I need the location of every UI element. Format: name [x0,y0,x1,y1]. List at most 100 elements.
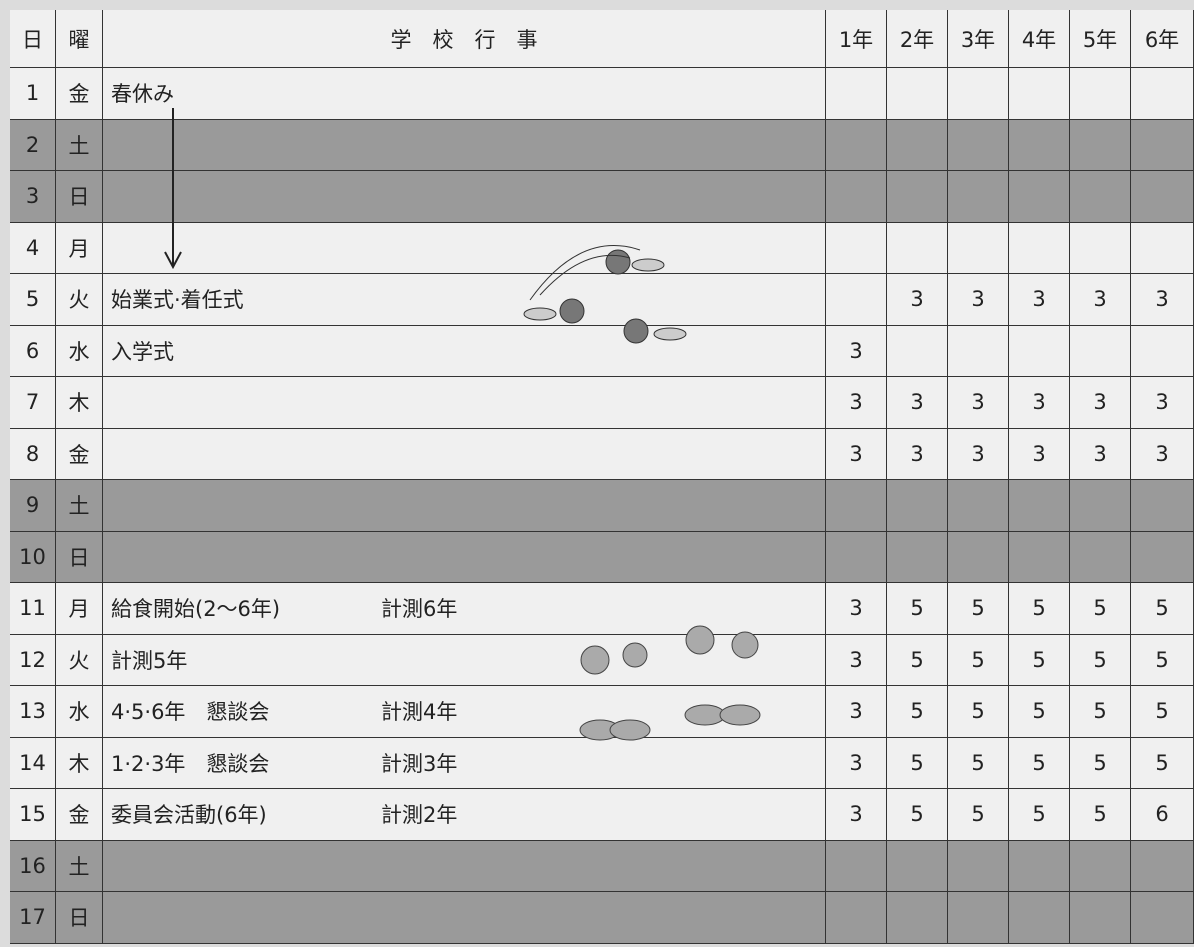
arrow-head [164,251,182,270]
grade-cell: 3 [1131,377,1194,429]
event-cell [103,377,826,429]
grade-cell: 5 [1070,583,1131,635]
grade-cell [1070,892,1131,944]
grade-cell: 5 [1009,686,1070,738]
day-cell: 17 [10,892,56,944]
event-note: 計測6年 [381,597,458,622]
grade-cell: 3 [887,377,948,429]
day-cell: 4 [10,222,56,274]
grade-cell: 5 [1070,634,1131,686]
day-cell: 3 [10,171,56,223]
grade-cell [948,325,1009,377]
event-cell: 委員会活動(6年) 計測2年 [103,789,826,841]
weekday-cell: 土 [56,480,103,532]
day-cell: 7 [10,377,56,429]
weekday-cell: 火 [56,274,103,326]
grade-cell: 5 [1131,583,1194,635]
event-text: 委員会活動(6年) [111,803,267,828]
grade-cell [826,531,887,583]
grade-cell [948,892,1009,944]
weekday-cell: 木 [56,377,103,429]
day-cell: 10 [10,531,56,583]
event-cell: 1·2·3年 懇談会 計測3年 [103,737,826,789]
grade-cell [826,274,887,326]
weekday-cell: 日 [56,892,103,944]
weekday-cell: 金 [56,68,103,120]
grade-cell: 3 [826,634,887,686]
weekday-cell: 水 [56,686,103,738]
grade-cell [948,531,1009,583]
day-cell: 12 [10,634,56,686]
grade-cell: 5 [1131,737,1194,789]
header-cell: 日 [10,10,56,68]
weekday-cell: 月 [56,222,103,274]
flowers [579,625,761,741]
day-cell: 13 [10,686,56,738]
grade-cell [1070,119,1131,171]
event-text: 給食開始(2〜6年) [111,597,281,622]
grade-cell: 3 [1009,274,1070,326]
grade-cell [1009,325,1070,377]
event-text: 計測5年 [111,648,188,673]
grade-cell: 3 [826,583,887,635]
grade-cell: 3 [1009,377,1070,429]
grade-cell: 5 [887,634,948,686]
event-cell: 入学式 [103,325,826,377]
event-text: 4·5·6年 懇談会 [111,700,270,725]
day-cell: 8 [10,428,56,480]
grade-cell [1070,531,1131,583]
day-cell: 2 [10,119,56,171]
grade-cell: 5 [948,789,1009,841]
day-cell: 1 [10,68,56,120]
grade-cell: 3 [948,377,1009,429]
day-cell: 15 [10,789,56,841]
header-cell: 曜 [56,10,103,68]
schedule-table: 日曜学 校 行 事 1年 2年 3年 4年 5年 6年 1 金春休み 2 土 3 日 4 月 5 火始業式·着任… [10,10,1194,944]
grade-cell: 3 [948,428,1009,480]
grade-cell: 3 [1070,377,1131,429]
weekday-cell: 月 [56,583,103,635]
day-cell: 16 [10,840,56,892]
grade-cell [1009,531,1070,583]
grade-cell: 5 [1009,737,1070,789]
weekday-cell: 金 [56,789,103,841]
grade-cell [826,119,887,171]
weekday-cell: 木 [56,737,103,789]
header-cell: 1年 [826,10,887,68]
weekday-cell: 土 [56,840,103,892]
grade-cell [948,480,1009,532]
grade-cell [948,68,1009,120]
grade-cell [1009,892,1070,944]
grade-cell [1070,68,1131,120]
grade-cell: 5 [948,737,1009,789]
grade-cell: 5 [887,686,948,738]
grade-cell: 3 [1070,428,1131,480]
grade-cell: 5 [1070,737,1131,789]
grade-cell [1009,222,1070,274]
day-cell: 6 [10,325,56,377]
tadpoles [523,245,687,344]
event-cell [103,222,826,274]
grade-cell [826,222,887,274]
grade-cell: 5 [1009,583,1070,635]
event-cell: 給食開始(2〜6年) 計測6年 [103,583,826,635]
header-cell: 5年 [1070,10,1131,68]
grade-cell: 3 [826,789,887,841]
weekday-cell: 土 [56,119,103,171]
grade-cell: 5 [1009,789,1070,841]
grade-cell [887,480,948,532]
grade-cell: 3 [1131,428,1194,480]
grade-cell: 3 [948,274,1009,326]
grade-cell [826,840,887,892]
grade-cell [887,325,948,377]
grade-cell: 5 [887,583,948,635]
grade-cell [1009,171,1070,223]
grade-cell: 5 [948,686,1009,738]
header-cell: 3年 [948,10,1009,68]
header-cell: 6年 [1131,10,1194,68]
event-cell: 春休み [103,68,826,120]
header-cell: 4年 [1009,10,1070,68]
event-cell [103,531,826,583]
event-cell [103,171,826,223]
grade-cell [1131,892,1194,944]
